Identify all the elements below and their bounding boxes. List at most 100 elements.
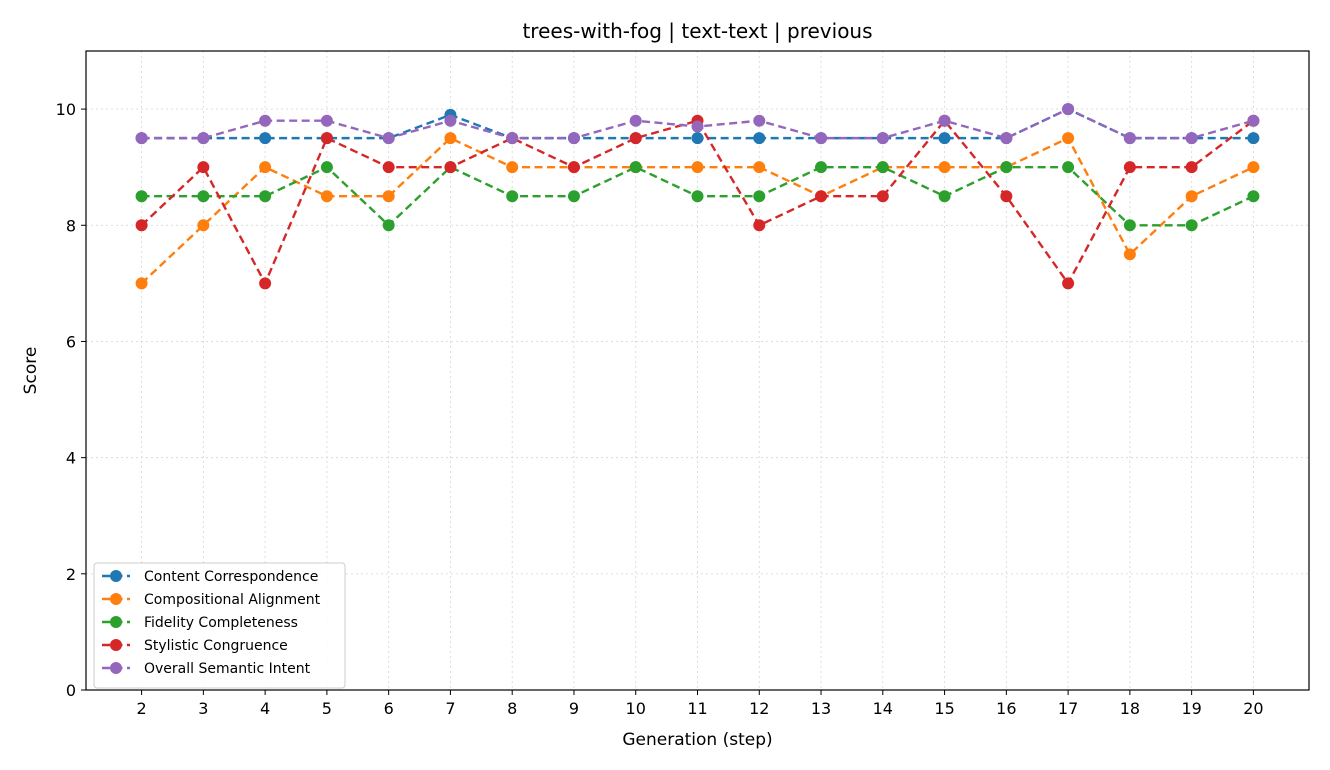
data-point [753,219,766,232]
legend-marker [110,570,122,582]
x-tick-label: 4 [260,699,270,718]
x-tick-label: 15 [934,699,954,718]
data-point [1185,190,1198,203]
x-tick-label: 5 [322,699,332,718]
y-tick-label: 0 [66,681,76,700]
data-point [320,114,333,127]
data-point [1123,132,1136,145]
data-point [753,132,766,145]
x-tick-label: 2 [136,699,146,718]
legend-item: Stylistic Congruence [102,638,288,654]
legend-item: Compositional Alignment [102,592,321,608]
data-point [135,190,148,203]
data-point [815,190,828,203]
data-point [1185,219,1198,232]
legend-marker [110,662,122,674]
x-tick-label: 9 [569,699,579,718]
data-point [1247,114,1260,127]
data-point [876,132,889,145]
data-point [691,120,704,133]
data-point [1062,277,1075,290]
data-point [567,132,580,145]
data-point [1123,248,1136,261]
data-point [629,161,642,174]
data-point [1000,132,1013,145]
data-point [1247,132,1260,145]
y-tick-label: 6 [66,332,76,351]
data-point [629,132,642,145]
y-tick-label: 8 [66,216,76,235]
data-point [876,190,889,203]
data-point [629,114,642,127]
legend-marker [110,593,122,605]
data-point [259,114,272,127]
data-point [135,132,148,145]
data-point [1062,103,1075,116]
grid [86,51,1309,691]
data-point [382,132,395,145]
data-point [382,219,395,232]
data-point [506,132,519,145]
data-point [197,219,210,232]
data-point [1062,132,1075,145]
legend-label: Overall Semantic Intent [144,661,311,677]
data-point [1123,161,1136,174]
data-point [135,277,148,290]
data-point [197,190,210,203]
legend-item: Overall Semantic Intent [102,661,311,677]
data-point [753,190,766,203]
data-point [259,161,272,174]
data-point [1062,161,1075,174]
data-point [444,161,457,174]
x-tick-label: 17 [1058,699,1078,718]
x-tick-label: 18 [1120,699,1140,718]
legend-item: Fidelity Completeness [102,615,298,631]
y-tick-label: 2 [66,565,76,584]
data-point [938,132,951,145]
x-tick-label: 20 [1243,699,1263,718]
data-point [444,132,457,145]
x-tick-label: 6 [384,699,394,718]
axes: 2 3 4 5 6 7 8 9 10 11 12 13 14 15 16 17 18 19 20 0 2 4 6 8 10 [56,100,1264,718]
x-tick-label: 14 [873,699,893,718]
data-point [320,161,333,174]
x-tick-label: 7 [445,699,455,718]
y-tick-label: 4 [66,449,76,468]
legend-label: Fidelity Completeness [144,615,298,631]
data-point [753,161,766,174]
legend-box [93,562,346,689]
legend-label: Stylistic Congruence [144,638,288,654]
data-point [753,114,766,127]
data-point [320,190,333,203]
data-point [567,190,580,203]
x-tick-label: 13 [811,699,831,718]
data-point [815,132,828,145]
legend-label: Compositional Alignment [144,592,321,608]
data-point [259,190,272,203]
data-point [1247,190,1260,203]
series-5 [135,103,1260,145]
data-point [938,114,951,127]
data-point [938,161,951,174]
data-point [259,132,272,145]
y-tick-label: 10 [56,100,76,119]
data-point [197,161,210,174]
legend-marker [110,639,122,651]
legend-item: Content Correspondence [102,569,318,585]
data-point [382,190,395,203]
data-point [197,132,210,145]
x-tick-label: 11 [687,699,707,718]
data-point [135,219,148,232]
data-point [815,161,828,174]
data-point [382,161,395,174]
series-3 [135,161,1260,232]
legend-label: Content Correspondence [144,569,318,585]
data-point [938,190,951,203]
data-point [691,132,704,145]
data-point [320,132,333,145]
data-point [1123,219,1136,232]
data-point [567,161,580,174]
data-point [691,190,704,203]
